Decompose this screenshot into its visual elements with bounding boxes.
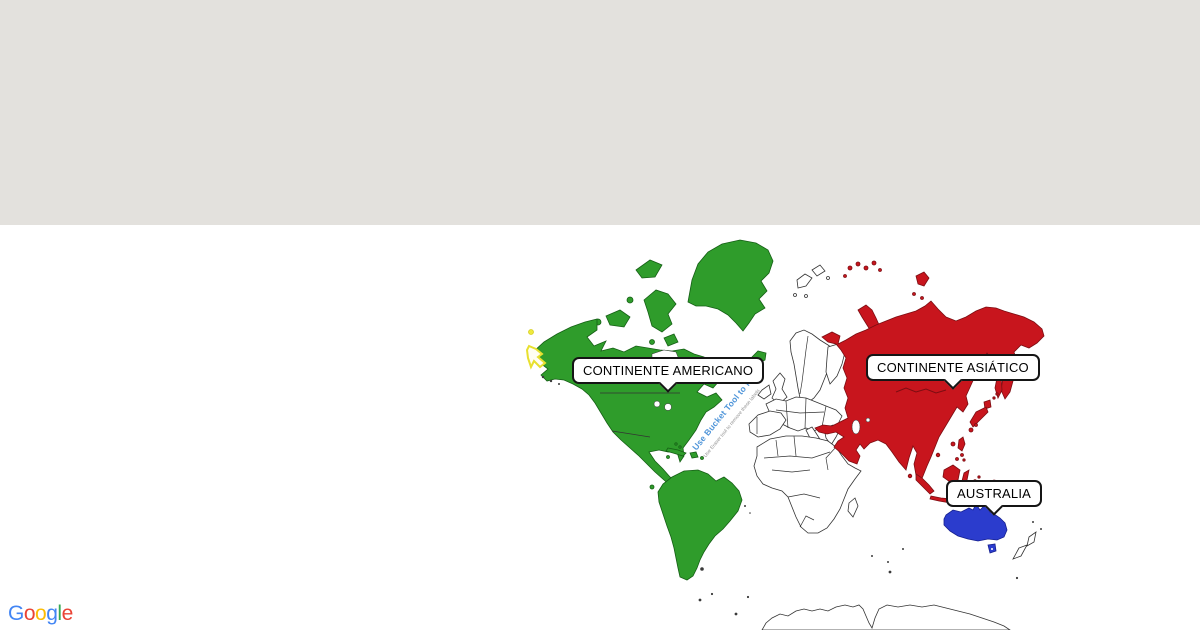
baffin-island-shape [643, 289, 677, 333]
philippines-shape [957, 436, 966, 452]
madagascar-shape [847, 497, 859, 518]
label-continente-americano[interactable]: CONTINENTE AMERICANO [572, 357, 765, 384]
ireland-shape [757, 384, 772, 400]
svalbard-shape [796, 273, 813, 289]
britain-shape [771, 372, 788, 405]
label-australia[interactable]: AUSTRALIA [946, 480, 1043, 507]
google-letter: l [57, 602, 62, 625]
antarctica-shape [761, 604, 1011, 630]
label-continente-asiatico[interactable]: CONTINENTE ASIÁTICO [866, 354, 1040, 381]
google-letter: o [35, 602, 47, 625]
sumatra-shape [915, 473, 935, 495]
oceania-outlines[interactable] [1012, 531, 1037, 560]
mongolia-border [895, 387, 947, 394]
google-letter: G [8, 602, 24, 625]
continent-american[interactable] [532, 239, 774, 581]
cuba-shape [665, 447, 687, 457]
google-letter: g [46, 602, 58, 625]
google-logo: Google [8, 602, 73, 626]
galapagos-shape [649, 484, 655, 490]
falklands-shape [700, 567, 704, 571]
iberia-shape [748, 410, 787, 438]
north-america-shape [532, 318, 723, 493]
new-zealand-shape [1026, 531, 1037, 547]
greenland-shape [687, 239, 774, 332]
africa-shape [753, 435, 862, 534]
europe-outlines[interactable] [693, 264, 846, 457]
sri-lanka-shape [907, 473, 913, 479]
google-letter: o [23, 602, 36, 625]
top-panel [0, 0, 1200, 225]
africa-outlines[interactable] [753, 435, 862, 534]
antarctica-outline[interactable] [698, 570, 1019, 630]
google-letter: e [61, 602, 74, 625]
taiwan-shape [950, 441, 956, 447]
cursor-highlight [525, 329, 547, 370]
south-america-shape [657, 469, 743, 581]
caspian-sea [851, 419, 861, 435]
ocean-islands [541, 375, 1042, 563]
asia-mainland-shape [814, 300, 1045, 484]
